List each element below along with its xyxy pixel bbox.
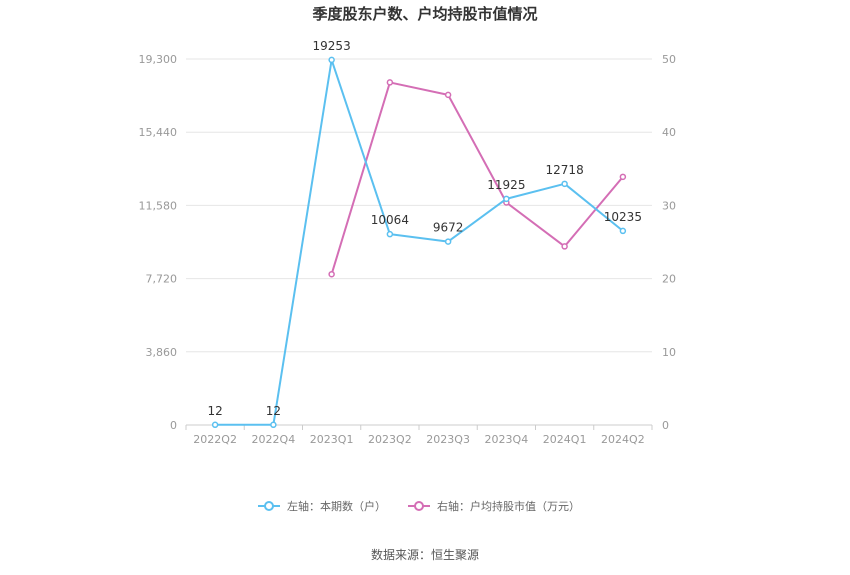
data-point-left	[619, 227, 627, 235]
left-tick-label: 15,440	[139, 126, 178, 139]
right-tick-label: 20	[662, 273, 676, 286]
x-tick-label: 2024Q2	[601, 433, 645, 446]
right-tick-label: 10	[662, 346, 676, 359]
data-point-left	[503, 195, 510, 203]
x-tick-label: 2023Q1	[310, 433, 354, 446]
x-tick-label: 2023Q2	[368, 433, 412, 446]
right-tick-label: 40	[662, 126, 676, 139]
series-line-left	[215, 58, 624, 426]
gridlines	[186, 58, 652, 426]
legend-label-right[interactable]: 右轴：户均持股市值（万元）	[437, 499, 580, 513]
data-point-left	[328, 56, 335, 64]
series-line-right	[330, 81, 624, 275]
data-point-left	[444, 238, 452, 245]
data-label: 11925	[487, 178, 525, 192]
x-tick-label: 2022Q2	[193, 433, 237, 446]
data-point-right	[386, 79, 394, 86]
left-tick-label: 11,580	[139, 199, 178, 212]
data-labels: 12 12 19253 10064 9672 11925 12718 10235	[207, 39, 641, 418]
legend-marker-right	[414, 501, 424, 511]
x-tick-label: 2023Q3	[426, 433, 470, 446]
data-label: 12718	[546, 163, 584, 177]
right-tick-label: 30	[662, 199, 676, 212]
data-label: 12	[207, 404, 222, 418]
data-label: 10064	[371, 213, 409, 227]
data-point-right	[619, 173, 627, 181]
data-point-right	[444, 91, 452, 99]
data-point-left	[386, 230, 394, 238]
data-label: 9672	[433, 221, 464, 235]
series-layer	[211, 56, 627, 429]
right-axis: 0 10 20 30 40 50	[662, 53, 676, 432]
data-point-left	[211, 421, 219, 429]
legend-marker-left	[264, 501, 274, 511]
left-tick-label: 7,720	[146, 273, 178, 286]
legend-label-left[interactable]: 左轴：本期数（户）	[287, 499, 386, 513]
right-tick-label: 0	[662, 419, 669, 432]
left-tick-label: 0	[170, 419, 177, 432]
right-tick-label: 50	[662, 53, 676, 66]
x-tick-label: 2023Q4	[485, 433, 529, 446]
x-tick-label: 2024Q1	[543, 433, 587, 446]
chart-title: 季度股东户数、户均持股市值情况	[312, 5, 537, 23]
x-tick-label: 2022Q4	[252, 433, 296, 446]
x-axis: 2022Q2 2022Q4 2023Q1 2023Q2 2023Q3 2023Q4 2024…	[185, 425, 653, 446]
left-tick-label: 19,300	[139, 53, 178, 66]
data-label: 19253	[313, 39, 351, 53]
legend: 左轴：本期数（户） 右轴：户均持股市值（万元）	[258, 499, 580, 513]
data-label: 12	[266, 404, 281, 418]
data-point-right	[561, 243, 568, 250]
left-axis: 0 3,860 7,720 11,580 15,440 19,300	[139, 53, 178, 432]
data-point-left	[561, 180, 568, 188]
left-tick-label: 3,860	[146, 346, 178, 359]
data-point-right	[328, 270, 335, 278]
data-point-left	[270, 421, 277, 429]
data-label: 10235	[604, 210, 642, 224]
source-note: 数据来源：恒生聚源	[371, 547, 479, 562]
